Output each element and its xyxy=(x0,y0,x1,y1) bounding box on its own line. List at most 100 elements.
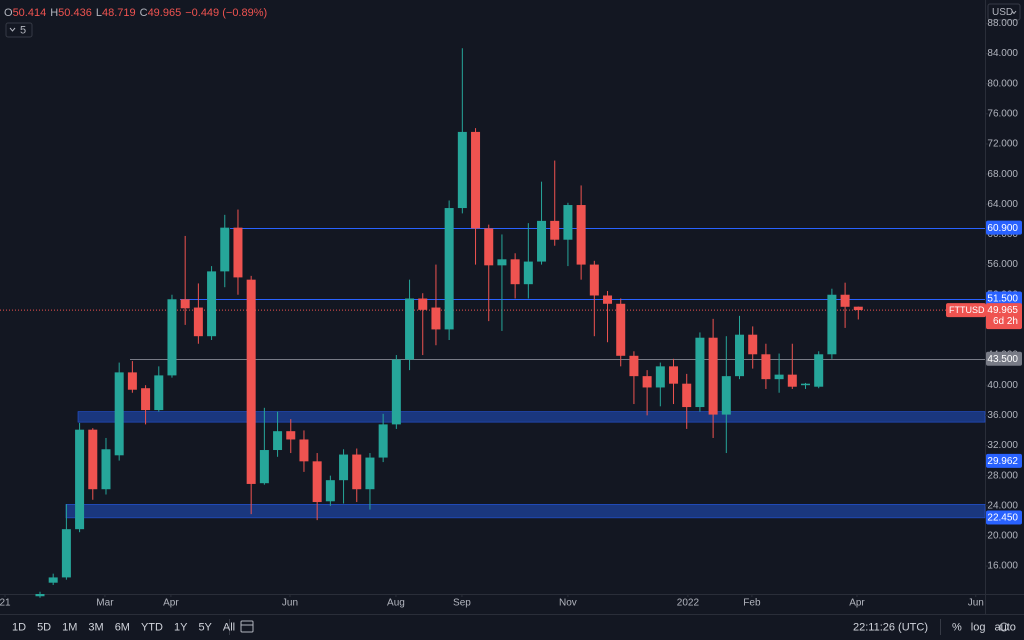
range-button[interactable]: 1Y xyxy=(174,621,188,633)
candle-body xyxy=(616,303,626,356)
ohlc-value: 49.965 xyxy=(148,7,182,19)
level-label-bg xyxy=(986,291,1022,306)
range-button[interactable]: 3M xyxy=(88,621,103,633)
candle-body xyxy=(180,299,190,309)
candle-body xyxy=(682,383,692,408)
candle xyxy=(365,453,375,510)
y-tick-label: 40.000 xyxy=(987,380,1018,391)
candle-body xyxy=(444,208,454,330)
candle-body xyxy=(61,529,71,578)
candle xyxy=(537,181,547,265)
x-tick-label: Jun xyxy=(282,598,298,609)
candle xyxy=(735,315,745,380)
candle-body xyxy=(299,439,309,462)
indicator-badge[interactable] xyxy=(5,22,33,38)
y-tick-label: 20.000 xyxy=(987,531,1018,542)
candle xyxy=(180,235,190,325)
x-tick-label: Feb xyxy=(743,598,761,609)
candle-body xyxy=(655,366,665,388)
chevron-icon xyxy=(1011,10,1017,15)
y-tick-label: 72.000 xyxy=(987,139,1018,150)
candle-body xyxy=(141,388,151,411)
x-tick-label: Mar xyxy=(96,598,114,609)
candle-body xyxy=(246,279,256,484)
candle-body xyxy=(259,450,269,484)
level-label-bg xyxy=(986,510,1022,525)
y-tick-label: 68.000 xyxy=(987,169,1018,180)
candle-body xyxy=(708,337,718,415)
candle xyxy=(616,298,626,367)
candle-body xyxy=(827,294,837,355)
candle-body xyxy=(418,298,428,310)
y-tick-label: 88.000 xyxy=(987,18,1018,29)
candle xyxy=(603,290,613,343)
candle-body xyxy=(365,457,375,490)
candle-body xyxy=(35,594,45,597)
candle-body xyxy=(405,298,415,360)
y-tick-label: 36.000 xyxy=(987,410,1018,421)
scale-option[interactable]: % xyxy=(952,621,962,633)
x-tick-label: Jun xyxy=(968,598,984,609)
candle xyxy=(154,366,164,412)
range-button[interactable]: 1M xyxy=(62,621,77,633)
level-label: 60.900 xyxy=(987,223,1018,234)
candle-body xyxy=(814,354,824,387)
candle-body xyxy=(378,424,388,458)
candle-body xyxy=(193,307,203,337)
candle-body xyxy=(127,372,137,390)
range-button[interactable]: YTD xyxy=(141,621,163,633)
candle-body xyxy=(642,376,652,388)
candle xyxy=(655,362,665,407)
candle xyxy=(457,48,467,214)
candle-body xyxy=(550,220,560,240)
range-button[interactable]: 5D xyxy=(37,621,51,633)
candle-body xyxy=(220,227,230,272)
candle xyxy=(721,336,731,454)
candle-body xyxy=(589,264,599,296)
y-tick-label: 76.000 xyxy=(987,108,1018,119)
candle-body xyxy=(563,205,573,240)
ohlc-key: L xyxy=(96,7,102,19)
candle-body xyxy=(748,334,758,355)
y-tick-label: 56.000 xyxy=(987,259,1018,270)
ohlc-value: 50.414 xyxy=(13,7,47,19)
candle xyxy=(286,419,296,454)
ohlc-change: −0.449 (−0.89%) xyxy=(185,7,267,19)
candle-body xyxy=(207,271,217,337)
candle xyxy=(352,448,362,503)
candle-body xyxy=(471,131,481,229)
range-button[interactable]: 6M xyxy=(115,621,130,633)
plot-area xyxy=(0,48,986,598)
scale-option[interactable]: log xyxy=(971,621,986,633)
candle xyxy=(299,430,309,472)
range-button[interactable]: 1D xyxy=(12,621,26,633)
candle xyxy=(510,253,520,299)
candle-body xyxy=(603,295,613,304)
level-label: 22.450 xyxy=(987,513,1018,524)
candle xyxy=(642,370,652,416)
scale-option[interactable]: auto xyxy=(994,621,1015,633)
candle xyxy=(141,385,151,425)
screenshot-icon[interactable] xyxy=(229,619,254,635)
candle-body xyxy=(325,480,335,502)
range-button[interactable]: 5Y xyxy=(198,621,212,633)
candle xyxy=(589,260,599,337)
candle xyxy=(761,343,771,389)
currency-button[interactable] xyxy=(987,3,1021,21)
candle-body xyxy=(774,374,784,380)
last-price-label-bg xyxy=(946,303,986,318)
level-label: 29.962 xyxy=(987,456,1018,467)
candle xyxy=(233,209,243,295)
range-button[interactable]: All xyxy=(223,621,235,633)
candle xyxy=(61,504,71,580)
x-tick-label: 21 xyxy=(0,598,11,609)
candle-body xyxy=(510,259,520,285)
candle-body xyxy=(273,431,283,451)
candle xyxy=(101,437,111,495)
candle xyxy=(748,326,758,369)
settings-icon[interactable] xyxy=(999,622,1009,632)
support-zone xyxy=(77,411,986,423)
candle xyxy=(246,275,256,515)
x-tick-label: 2022 xyxy=(677,598,700,609)
